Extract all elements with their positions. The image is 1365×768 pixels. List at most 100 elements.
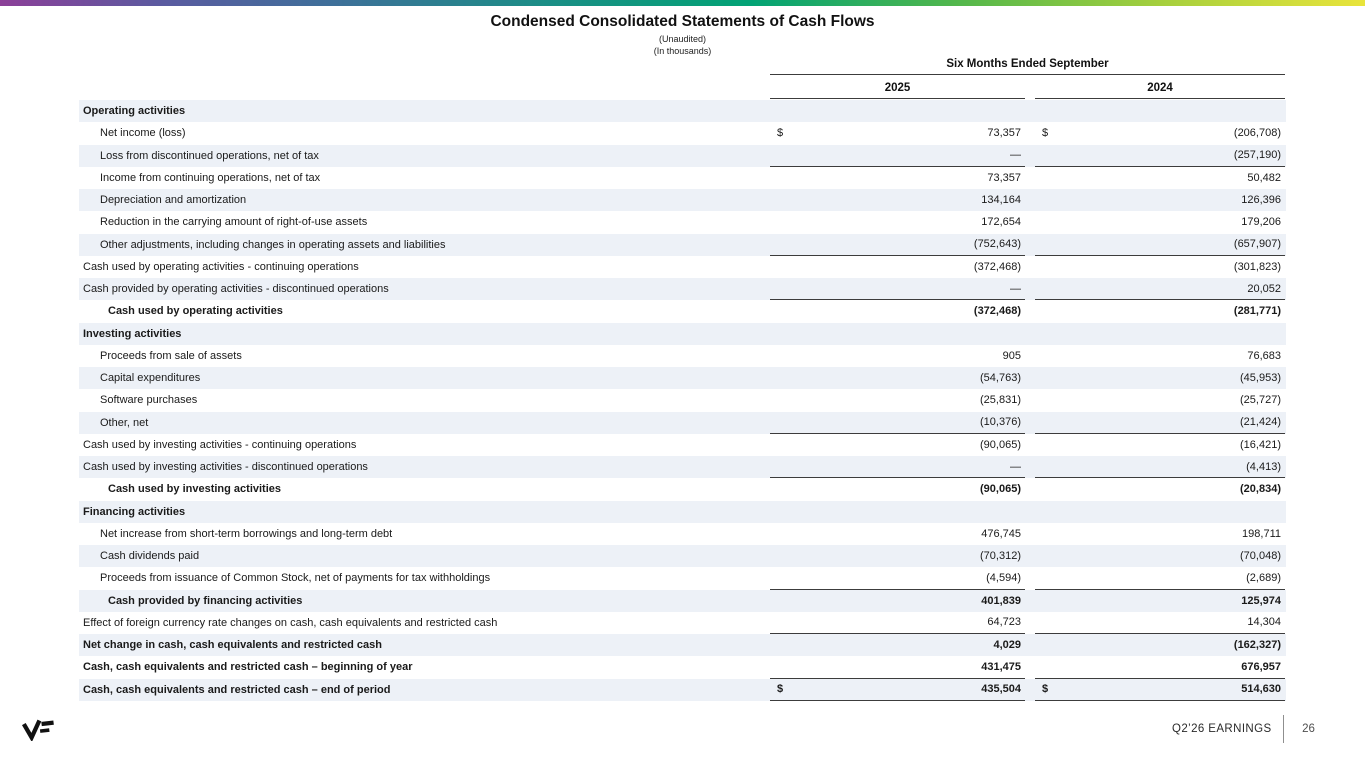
- row-label: Net increase from short-term borrowings …: [100, 527, 393, 540]
- vf-logo: [21, 717, 55, 746]
- cell-value: 198,711: [1242, 527, 1281, 540]
- row-label: Operating activities: [83, 105, 186, 118]
- row-label: Proceeds from issuance of Common Stock, …: [100, 572, 491, 585]
- cell-value: 476,745: [981, 527, 1021, 540]
- value-cell-2025: 172,654: [770, 211, 1025, 233]
- table-row: Net change in cash, cash equivalents and…: [79, 634, 1286, 657]
- value-cell-2025: 431,475: [770, 656, 1025, 679]
- row-label: Proceeds from sale of assets: [100, 349, 242, 362]
- table-row: Cash used by investing activities - disc…: [79, 456, 1286, 479]
- row-label: Cash used by investing activities - disc…: [83, 461, 368, 474]
- footer-divider: [1282, 714, 1284, 743]
- cell-value: 401,839: [981, 594, 1021, 607]
- value-cell-2025: 905: [770, 345, 1025, 367]
- footer: Q2’26 EARNINGS 26: [1172, 714, 1322, 743]
- dollar-sign: $: [777, 127, 784, 140]
- value-cell-2025: 4,029: [770, 634, 1025, 656]
- subtitle-unaudited: (Unaudited): [658, 34, 707, 44]
- table-row: Cash used by operating activities (372,46…: [79, 300, 1286, 322]
- cell-value: 14,304: [1247, 616, 1281, 629]
- cell-value: 20,052: [1247, 282, 1281, 295]
- value-cell-2024: (281,771): [1035, 300, 1285, 322]
- table-row: Cash dividends paid (70,312) (70,048): [79, 545, 1286, 568]
- cell-value: 134,164: [981, 194, 1021, 207]
- value-cell-2024: (70,048): [1035, 545, 1285, 567]
- page-number: 26: [1302, 722, 1315, 735]
- row-label: Cash dividends paid: [100, 550, 200, 563]
- row-label: Effect of foreign currency rate changes …: [83, 616, 498, 629]
- table-row: Operating activities: [79, 100, 1286, 123]
- row-label: Depreciation and amortization: [100, 194, 247, 207]
- cell-value: 73,357: [987, 127, 1021, 140]
- row-label: Cash provided by financing activities: [108, 594, 303, 607]
- row-label: Cash used by investing activities: [108, 483, 282, 496]
- dollar-sign: $: [1042, 127, 1049, 140]
- row-label: Financing activities: [83, 505, 186, 518]
- value-cell-2024: [1035, 323, 1285, 345]
- table-row: Cash used by operating activities - cont…: [79, 256, 1286, 278]
- value-cell-2024: 179,206: [1035, 211, 1285, 233]
- value-cell-2024: (257,190): [1035, 145, 1285, 167]
- value-cell-2025: $73,357: [770, 122, 1025, 144]
- cell-value: (90,065): [980, 438, 1021, 451]
- page-title: Condensed Consolidated Statements of Cas…: [490, 13, 875, 30]
- value-cell-2025: 134,164: [770, 189, 1025, 211]
- value-cell-2024: 676,957: [1035, 656, 1285, 679]
- row-label: Capital expenditures: [100, 372, 201, 385]
- value-cell-2024: [1035, 501, 1285, 523]
- table-row: Cash, cash equivalents and restricted ca…: [79, 656, 1286, 679]
- cell-value: 431,475: [981, 660, 1021, 673]
- table-row: Other, net (10,376) (21,424): [79, 411, 1286, 434]
- footer-earnings-label: Q2’26 EARNINGS: [1172, 722, 1272, 735]
- value-cell-2025: (90,065): [770, 478, 1025, 500]
- cell-value: (372,468): [973, 305, 1021, 318]
- value-cell-2025: 64,723: [770, 612, 1025, 634]
- value-cell-2025: (54,763): [770, 367, 1025, 389]
- row-label: Cash used by investing activities - cont…: [83, 438, 357, 451]
- cell-value: (2,689): [1246, 571, 1281, 584]
- cell-value: (25,727): [1240, 394, 1281, 407]
- row-label: Other adjustments, including changes in …: [100, 238, 446, 251]
- table-row: Effect of foreign currency rate changes …: [79, 612, 1286, 634]
- table-row: Cash provided by operating activities - …: [79, 278, 1286, 301]
- value-cell-2025: 476,745: [770, 523, 1025, 545]
- value-cell-2025: (4,594): [770, 567, 1025, 590]
- value-cell-2025: (90,065): [770, 434, 1025, 456]
- vf-logo-icon: [21, 719, 54, 743]
- value-cell-2024: 125,974: [1035, 590, 1285, 612]
- value-cell-2024: $514,630: [1035, 679, 1285, 701]
- value-cell-2025: 73,357: [770, 167, 1025, 189]
- value-cell-2025: [770, 323, 1025, 345]
- subtitle-thousands: (In thousands): [653, 46, 712, 56]
- cell-value: (206,708): [1233, 127, 1281, 140]
- cell-value: (16,421): [1240, 438, 1281, 451]
- table-row: Capital expenditures (54,763) (45,953): [79, 367, 1286, 390]
- cell-value: (70,312): [980, 550, 1021, 563]
- cell-value: 676,957: [1241, 660, 1281, 673]
- row-label: Cash, cash equivalents and restricted ca…: [83, 661, 413, 674]
- value-cell-2025: [770, 100, 1025, 122]
- cell-value: (54,763): [980, 372, 1021, 385]
- cell-value: (372,468): [973, 260, 1021, 273]
- value-cell-2024: 126,396: [1035, 189, 1285, 211]
- cell-value: 73,357: [987, 171, 1021, 184]
- table-row: Proceeds from issuance of Common Stock, …: [79, 567, 1286, 590]
- cell-value: (281,771): [1233, 305, 1281, 318]
- cell-value: 126,396: [1241, 194, 1281, 207]
- value-cell-2024: (45,953): [1035, 367, 1285, 389]
- table-row: Software purchases (25,831) (25,727): [79, 389, 1286, 411]
- column-header-2025: 2025: [770, 80, 1025, 99]
- cell-value: 76,683: [1247, 349, 1281, 362]
- value-cell-2024: (2,689): [1035, 567, 1285, 590]
- row-label: Cash used by operating activities: [108, 305, 283, 318]
- value-cell-2024: [1035, 100, 1285, 122]
- cell-value: 905: [1002, 349, 1021, 362]
- table-row: Depreciation and amortization 134,164 126,…: [79, 189, 1286, 212]
- value-cell-2024: (4,413): [1035, 456, 1285, 479]
- value-cell-2025: (70,312): [770, 545, 1025, 567]
- row-label: Software purchases: [100, 394, 198, 407]
- table-row: Reduction in the carrying amount of righ…: [79, 211, 1286, 233]
- value-cell-2024: 198,711: [1035, 523, 1285, 545]
- row-label: Cash used by operating activities - cont…: [83, 260, 359, 273]
